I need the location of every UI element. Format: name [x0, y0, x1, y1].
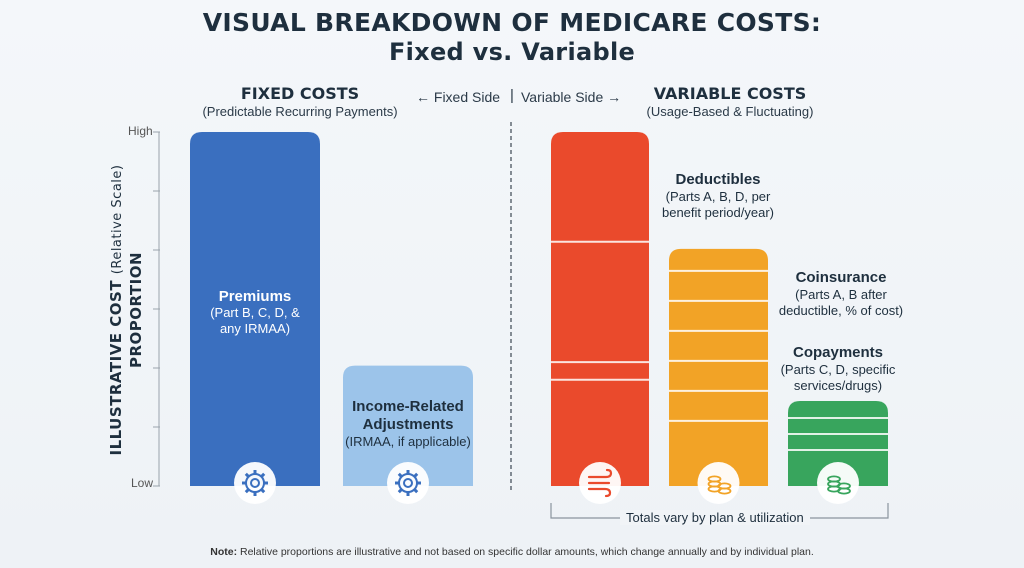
premiums-desc-line2: any IRMAA) — [219, 321, 291, 336]
gear-icon-bg — [387, 462, 429, 504]
bar-coinsurance — [669, 248, 768, 486]
coinsurance-desc-line1: (Parts A, B after — [795, 287, 887, 302]
bar-copayments — [788, 401, 888, 486]
premiums-label: Premiums (Part B, C, D, & any IRMAA) — [190, 288, 320, 337]
totals-note: Totals vary by plan & utilization — [620, 510, 810, 525]
coins-icon — [707, 475, 732, 495]
variable-side-label: Variable Side → — [521, 89, 622, 105]
bar-deductibles — [551, 132, 649, 486]
variable-costs-heading: VARIABLE COSTS — [653, 84, 807, 103]
coinsurance-name: Coinsurance — [795, 269, 887, 286]
divider-bar: | — [510, 87, 514, 104]
coins-icon — [827, 475, 851, 495]
fixed-side-label: ← Fixed Side — [416, 89, 501, 105]
copayments-desc-line1: (Parts C, D, specific — [780, 362, 896, 377]
gear-icon — [395, 470, 421, 496]
footnote: Note: Relative proportions are illustrat… — [0, 546, 1024, 558]
y-tick-low: Low — [131, 476, 154, 490]
fixed-costs-subheading: (Predictable Recurring Payments) — [202, 104, 398, 119]
footnote-text: Relative proportions are illustrative an… — [237, 546, 814, 558]
gear-icon-bg — [234, 462, 276, 504]
variable-costs-subheading: (Usage-Based & Fluctuating) — [646, 104, 814, 119]
copayments-label: Copayments (Parts C, D, specific service… — [770, 343, 906, 394]
footnote-bold: Note: — [210, 546, 238, 558]
bar-premiums — [190, 132, 320, 486]
gear-icon — [242, 470, 268, 496]
copayments-desc-line2: services/drugs) — [793, 378, 883, 393]
y-tick-high: High — [128, 124, 153, 138]
deductibles-label: Deductibles (Parts A, B, D, per benefit … — [648, 170, 788, 221]
chart-title-line1: VISUAL BREAKDOWN OF MEDICARE COSTS: — [202, 8, 822, 37]
bar-income-related — [343, 365, 473, 486]
wind-icon — [587, 468, 613, 498]
deductibles-desc-line1: (Parts A, B, D, per — [665, 189, 771, 204]
fixed-costs-heading: FIXED COSTS — [240, 84, 360, 103]
deductibles-desc-line2: benefit period/year) — [661, 205, 774, 220]
copayments-name: Copayments — [792, 344, 884, 361]
adjustments-name-line1: Income-Related — [352, 398, 464, 415]
adjustments-label: Income-Related Adjustments (IRMAA, if ap… — [340, 398, 476, 450]
chart-title-line2: Fixed vs. Variable — [388, 38, 636, 66]
coinsurance-desc-line2: deductible, % of cost) — [778, 303, 904, 318]
adjustments-desc: (IRMAA, if applicable) — [345, 434, 471, 449]
adjustments-name-line2: Adjustments — [362, 416, 454, 433]
coins-icon-bg — [817, 462, 859, 504]
deductibles-name: Deductibles — [675, 171, 761, 188]
premiums-name: Premiums — [218, 288, 292, 305]
premiums-desc-line1: (Part B, C, D, & — [210, 305, 300, 320]
coinsurance-label: Coinsurance (Parts A, B after deductible… — [768, 268, 914, 319]
coins-icon-bg — [697, 462, 740, 504]
